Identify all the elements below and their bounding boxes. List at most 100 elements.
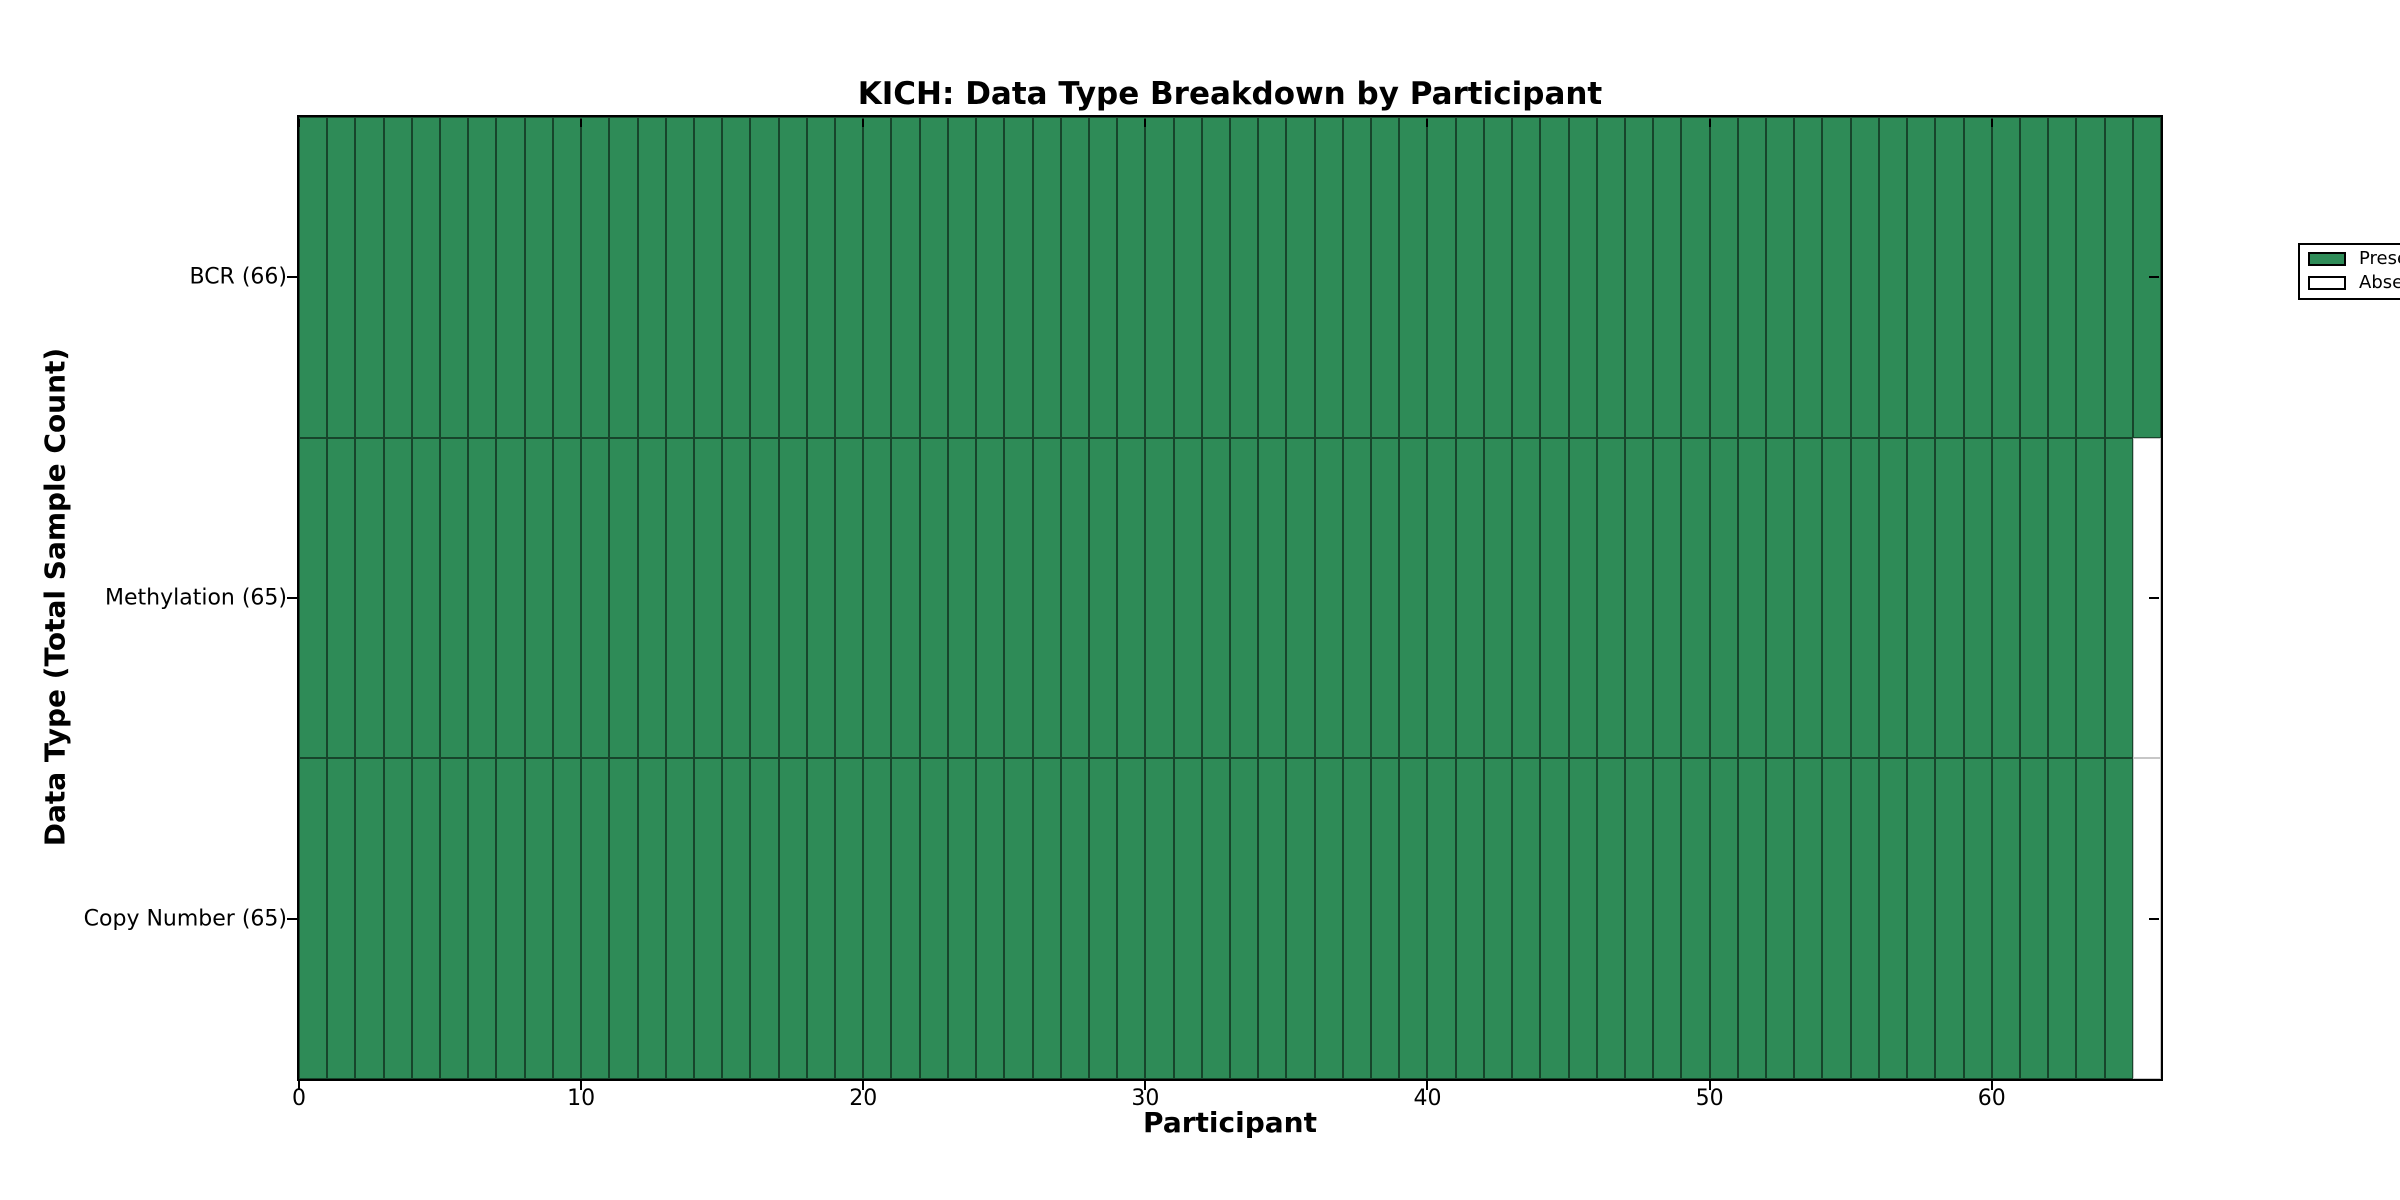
- grid-cell: [778, 758, 807, 1079]
- x-tick-mark: [862, 1081, 865, 1090]
- grid-cell: [637, 758, 666, 1079]
- grid-cell: [637, 437, 666, 759]
- grid-cell: [750, 758, 779, 1079]
- grid-cell: [1117, 758, 1146, 1079]
- grid-cell: [2019, 117, 2049, 438]
- grid-cell: [1230, 437, 1259, 759]
- grid-cell: [440, 437, 469, 759]
- grid-cell: [1145, 117, 1174, 438]
- grid-cell: [947, 758, 977, 1079]
- x-tick-label: 40: [1413, 1086, 1442, 1111]
- grid-cell: [1737, 117, 1767, 438]
- grid-cell: [1286, 117, 1315, 438]
- grid-cell: [552, 758, 582, 1079]
- grid-cell: [1794, 117, 1823, 438]
- grid-cell: [1935, 758, 1964, 1079]
- grid-cell: [1850, 437, 1879, 759]
- x-tick-label: 20: [849, 1086, 878, 1111]
- grid-cell: [1681, 117, 1710, 438]
- y-tick-label: BCR (66): [189, 264, 287, 290]
- x-tick-label: 60: [1977, 1086, 2006, 1111]
- grid-cell: [1540, 117, 1569, 438]
- chart-title: KICH: Data Type Breakdown by Participant: [857, 76, 1603, 112]
- grid-cell: [1512, 437, 1541, 759]
- grid-cell: [552, 117, 582, 438]
- grid-cell: [891, 758, 920, 1079]
- grid-cell: [1512, 758, 1541, 1079]
- grid-cell: [1371, 437, 1400, 759]
- grid-cell: [1201, 758, 1230, 1079]
- grid-cell: [1427, 758, 1456, 1079]
- grid-cell: [2104, 437, 2133, 759]
- grid-cell: [2076, 437, 2105, 759]
- x-tick-label: 0: [292, 1086, 306, 1111]
- grid-cell: [1935, 117, 1964, 438]
- grid-cell: [524, 437, 553, 759]
- grid-cell: [947, 117, 977, 438]
- grid-cell: [778, 117, 807, 438]
- grid-cell: [1709, 758, 1738, 1079]
- grid-cell: [1540, 758, 1569, 1079]
- grid-cell: [1653, 437, 1682, 759]
- grid-cell: [1878, 758, 1908, 1079]
- grid-cell: [722, 437, 751, 759]
- grid-cell: [665, 758, 694, 1079]
- grid-cell: [976, 117, 1005, 438]
- grid-cell: [665, 437, 694, 759]
- grid-cell: [1455, 117, 1484, 438]
- grid-cell: [1201, 117, 1230, 438]
- grid-cell: [1907, 758, 1936, 1079]
- grid-cell: [1399, 437, 1428, 759]
- grid-cell: [1512, 117, 1541, 438]
- grid-cell: [1286, 437, 1315, 759]
- x-axis-label: Participant: [1143, 1106, 1317, 1139]
- grid-cell: [1399, 117, 1428, 438]
- y-axis-label: Data Type (Total Sample Count): [38, 347, 72, 847]
- grid-cell: [2104, 758, 2133, 1079]
- y-tick-mark-right: [2149, 597, 2159, 599]
- grid-cell: [863, 117, 892, 438]
- grid-cell: [1145, 758, 1174, 1079]
- grid-cell: [976, 437, 1005, 759]
- grid-cell: [552, 437, 582, 759]
- x-tick-mark: [1426, 1081, 1429, 1090]
- grid-cell: [693, 117, 723, 438]
- grid-cell: [581, 437, 610, 759]
- grid-cell: [1230, 117, 1259, 438]
- grid-cell: [1173, 758, 1202, 1079]
- grid-cell: [496, 437, 525, 759]
- grid-cell: [919, 117, 948, 438]
- grid-cell: [1201, 437, 1230, 759]
- grid-cell: [2048, 437, 2077, 759]
- grid-cell: [1624, 437, 1654, 759]
- grid-cell: [1088, 758, 1118, 1079]
- grid-cell: [1427, 437, 1456, 759]
- grid-cell: [1117, 437, 1146, 759]
- grid-cell: [355, 117, 384, 438]
- grid-cell: [2104, 117, 2133, 438]
- grid-cell: [1314, 758, 1343, 1079]
- legend-entry-present: Present: [2308, 250, 2400, 268]
- grid-cell: [327, 117, 356, 438]
- grid-cell: [1060, 117, 1089, 438]
- grid-cell: [1540, 437, 1569, 759]
- grid-cell: [1822, 437, 1851, 759]
- grid-cell: [693, 758, 723, 1079]
- grid-cell: [411, 117, 441, 438]
- grid-cell: [1427, 117, 1456, 438]
- grid-cell: [1766, 117, 1795, 438]
- grid-cell: [1596, 758, 1625, 1079]
- grid-cell: [1596, 117, 1625, 438]
- grid-cell: [891, 117, 920, 438]
- grid-cell: [1878, 117, 1908, 438]
- grid-cell: [1822, 117, 1851, 438]
- grid-cell: [1963, 117, 1992, 438]
- grid-cell: [299, 758, 328, 1079]
- grid-cell: [806, 758, 836, 1079]
- grid-cell: [1766, 437, 1795, 759]
- grid-cell: [1455, 758, 1484, 1079]
- x-tick-mark-top: [1144, 119, 1147, 127]
- x-tick-mark: [1990, 1081, 1993, 1090]
- legend-swatch-absent: [2308, 276, 2346, 290]
